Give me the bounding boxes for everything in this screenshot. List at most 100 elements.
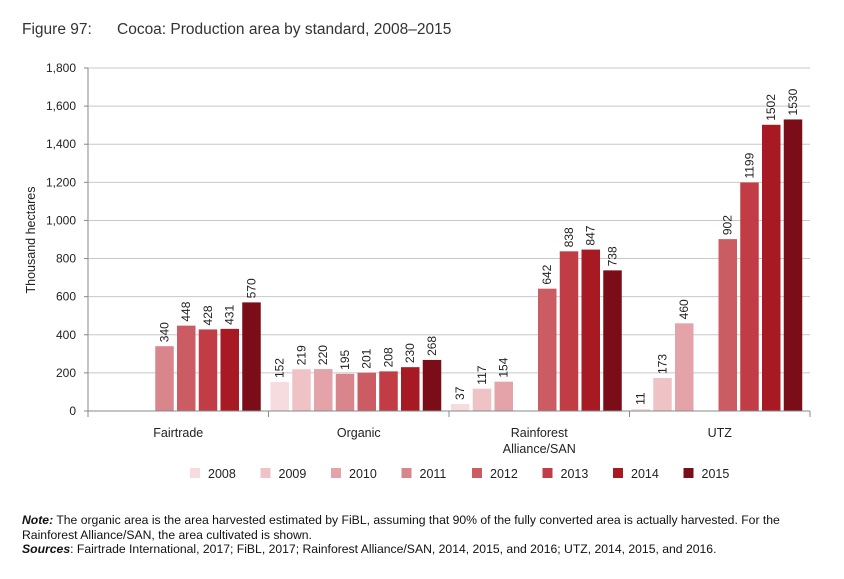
y-tick-label: 1,600 <box>46 99 76 113</box>
y-axis-ticks: 0 200 400 600 800 1,000 1,200 1,400 1,600 1,800 <box>46 61 88 418</box>
figure-title: Figure 97: Cocoa: Production area by stan… <box>22 21 451 39</box>
data-label: 154 <box>497 357 511 377</box>
legend-swatch <box>542 468 553 478</box>
data-label: 460 <box>677 299 691 319</box>
data-label: 11 <box>634 392 648 405</box>
legend-label: 2015 <box>702 467 730 481</box>
figure-number: Figure 97: <box>22 21 92 38</box>
legend-swatch <box>331 468 341 478</box>
bar <box>357 372 376 411</box>
y-tick-label: 1,400 <box>46 137 76 151</box>
note-text: The organic area is the area harvested e… <box>22 513 780 542</box>
legend-label: 2012 <box>490 467 518 481</box>
bar <box>379 371 398 411</box>
sources-text: : Fairtrade International, 2017; FiBL, 2… <box>70 542 717 557</box>
data-label: 152 <box>273 358 287 378</box>
bar <box>472 388 492 411</box>
legend-swatch <box>613 468 623 478</box>
bar <box>292 369 311 411</box>
bar <box>494 381 513 411</box>
bar <box>220 328 239 411</box>
data-label: 838 <box>562 227 576 247</box>
data-label: 219 <box>295 345 309 365</box>
y-axis-label: Thousand hectares <box>24 186 38 293</box>
bar <box>603 270 622 411</box>
category-labels: Fairtrade Organic Rainforest Alliance/SAN UT… <box>153 426 732 456</box>
data-label: 220 <box>316 345 330 365</box>
category-label: Organic <box>337 426 381 440</box>
y-tick-label: 800 <box>56 252 76 266</box>
data-label: 1199 <box>743 152 757 178</box>
category-label: Rainforest <box>511 426 568 440</box>
bar <box>538 288 557 411</box>
bar <box>335 373 355 411</box>
bar <box>177 325 196 411</box>
category-label: Fairtrade <box>153 426 203 440</box>
legend-label: 2011 <box>420 467 447 481</box>
data-label: 340 <box>158 322 172 342</box>
y-tick-label: 0 <box>69 404 76 418</box>
bar <box>783 119 803 411</box>
bar <box>401 367 420 411</box>
data-label: 431 <box>223 305 237 325</box>
data-label: 902 <box>721 215 735 235</box>
data-label: 570 <box>245 278 259 298</box>
data-label: 847 <box>584 225 598 245</box>
category-label: UTZ <box>708 426 733 440</box>
bar <box>675 323 694 411</box>
data-label: 428 <box>201 305 215 325</box>
legend-swatch <box>190 468 200 478</box>
bar <box>155 346 174 411</box>
data-label: 195 <box>338 349 352 369</box>
data-label: 268 <box>425 336 439 356</box>
bar <box>740 182 759 411</box>
data-label: 37 <box>453 386 467 400</box>
data-label: 117 <box>475 365 489 384</box>
y-tick-label: 1,200 <box>46 175 76 189</box>
y-tick-label: 1,000 <box>46 213 76 227</box>
bar <box>270 382 289 411</box>
data-labels: 340 448 428 431 570 152 219 220 195 201 208 230 268 3… <box>158 88 801 404</box>
note-label: Note: <box>22 513 54 527</box>
legend-label: 2009 <box>279 467 307 481</box>
data-label: 1502 <box>764 94 778 121</box>
bar <box>762 124 781 411</box>
bar <box>581 249 600 411</box>
bar <box>451 403 470 411</box>
bar <box>718 239 737 411</box>
data-label: 173 <box>656 354 670 374</box>
sources-paragraph: Sources: Fairtrade International, 2017; … <box>22 542 822 557</box>
data-label: 201 <box>360 348 374 368</box>
legend-label: 2008 <box>208 467 236 481</box>
data-label: 230 <box>403 343 417 363</box>
legend-label: 2010 <box>349 467 377 481</box>
legend-swatch <box>472 468 482 478</box>
note-block: Note: The organic area is the area harve… <box>22 513 822 557</box>
data-label: 642 <box>540 264 554 284</box>
bar <box>422 359 442 411</box>
y-tick-label: 1,800 <box>46 61 76 75</box>
bar-chart: 0 200 400 600 800 1,000 1,200 1,400 1,600 1,800 3… <box>24 61 811 481</box>
data-label: 1530 <box>786 88 800 115</box>
legend-swatch <box>260 468 271 478</box>
data-label: 448 <box>179 301 193 321</box>
note-paragraph: Note: The organic area is the area harve… <box>22 513 822 542</box>
bar <box>198 329 218 411</box>
y-tick-label: 200 <box>56 366 76 380</box>
bar <box>653 378 672 411</box>
bar <box>314 369 333 411</box>
data-label: 738 <box>606 246 620 266</box>
figure-title-text: Cocoa: Production area by standard, 2008… <box>117 21 452 38</box>
sources-label: Sources <box>22 542 71 557</box>
data-label: 208 <box>382 347 396 367</box>
legend: 2008 2009 2010 2011 2012 2013 2014 2015 <box>190 467 729 481</box>
category-label: Alliance/SAN <box>503 442 576 456</box>
bars <box>155 119 803 411</box>
legend-swatch <box>401 468 412 478</box>
y-tick-label: 400 <box>56 328 76 342</box>
bar <box>242 302 261 411</box>
bar <box>631 408 650 411</box>
legend-label: 2014 <box>631 467 659 481</box>
x-axis <box>87 68 811 417</box>
bar <box>559 251 579 411</box>
